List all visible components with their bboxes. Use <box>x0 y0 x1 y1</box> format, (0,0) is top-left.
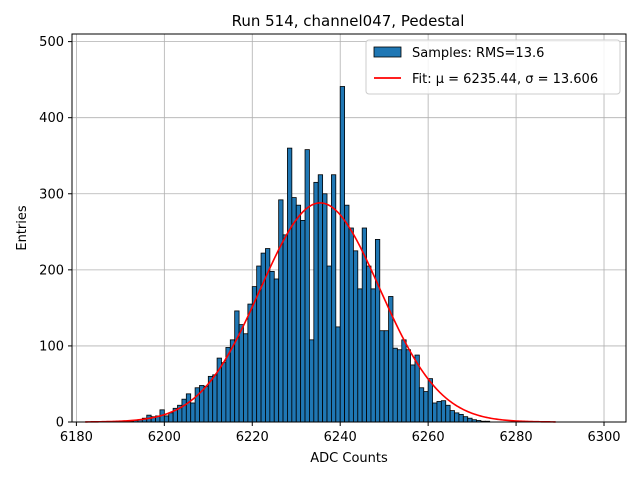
histogram-bar <box>370 288 376 423</box>
y-axis-label: Entries <box>15 205 30 251</box>
histogram-bar <box>352 250 359 423</box>
histogram-bar <box>273 278 280 423</box>
histogram-bar <box>339 86 346 423</box>
x-tick-label: 6200 <box>148 430 181 445</box>
x-tick-label: 6260 <box>412 430 445 445</box>
histogram-bar <box>458 413 464 423</box>
y-axis-ticks: 0 100 200 300 400 500 <box>39 35 72 431</box>
histogram-bar <box>309 339 315 423</box>
histogram-bar <box>229 339 236 423</box>
histogram-bar <box>344 204 350 423</box>
histogram-bar <box>348 227 354 423</box>
histogram-bar <box>331 174 337 423</box>
histogram-bar <box>357 288 363 423</box>
histogram-bars <box>128 86 491 423</box>
y-tick-label: 0 <box>56 416 64 431</box>
histogram-bar <box>247 303 253 423</box>
histogram-bar <box>212 374 218 423</box>
histogram-bar <box>313 181 319 423</box>
y-tick-label: 500 <box>39 35 64 50</box>
histogram-bar <box>282 234 288 423</box>
histogram-bar <box>401 339 407 423</box>
histogram-bar <box>396 349 403 423</box>
histogram-bar <box>300 219 306 423</box>
x-tick-label: 6220 <box>236 430 269 445</box>
histogram-bar <box>163 415 170 423</box>
histogram-bar <box>317 174 324 423</box>
y-tick-label: 400 <box>39 111 64 126</box>
legend-label-histogram: Samples: RMS=13.6 <box>412 46 544 61</box>
legend-swatch-histogram <box>373 46 402 58</box>
x-axis-ticks: 6180 6200 6220 6240 6260 6280 6300 <box>60 422 621 445</box>
histogram-bar <box>405 349 411 423</box>
legend-label-fit: Fit: μ = 6235.44, σ = 13.606 <box>412 72 598 87</box>
x-tick-label: 6280 <box>500 430 533 445</box>
legend-box <box>365 39 621 95</box>
histogram-bar <box>383 330 389 423</box>
histogram-bar <box>221 362 227 423</box>
histogram-bar <box>304 149 310 423</box>
histogram-bar <box>322 193 328 423</box>
histogram-bar <box>445 404 451 423</box>
histogram-bar <box>392 347 398 423</box>
histogram-bar <box>190 402 196 423</box>
x-tick-label: 6300 <box>587 430 620 445</box>
plot-frame <box>71 33 627 423</box>
histogram-bar <box>410 364 416 423</box>
histogram-bar <box>374 239 381 423</box>
histogram-bar <box>243 333 249 423</box>
histogram-bar <box>366 265 372 423</box>
histogram-bar <box>168 412 174 423</box>
histogram-bar <box>440 400 447 423</box>
fit-curve-layer <box>85 202 556 423</box>
histogram-bar <box>379 330 385 423</box>
histogram-bar <box>203 385 209 423</box>
histogram-bar <box>454 412 460 423</box>
fit-curve <box>85 202 556 423</box>
histogram-bar <box>295 204 302 423</box>
histogram-bar <box>427 378 433 423</box>
histogram-bar <box>181 398 187 423</box>
histogram-bar <box>326 265 332 423</box>
histogram-bar <box>423 391 429 423</box>
histogram-bar <box>449 410 455 423</box>
y-tick-label: 100 <box>39 339 64 354</box>
y-tick-label: 200 <box>39 263 64 278</box>
histogram-bar <box>278 199 284 423</box>
x-axis-label: ADC Counts <box>310 451 388 466</box>
histogram-bar <box>436 401 442 423</box>
histogram-bar <box>418 387 425 423</box>
x-tick-label: 6240 <box>324 430 357 445</box>
chart-title: Run 514, channel047, Pedestal <box>232 12 465 30</box>
histogram-bar <box>234 310 240 423</box>
y-tick-label: 300 <box>39 187 64 202</box>
histogram-bar <box>185 393 192 423</box>
x-tick-label: 6180 <box>60 430 93 445</box>
histogram-bar <box>467 417 473 423</box>
histogram-bar <box>269 270 275 423</box>
histogram-bar <box>462 416 469 423</box>
histogram-bar <box>291 197 297 423</box>
histogram-bar <box>432 402 438 423</box>
histogram-bar <box>238 324 244 423</box>
histogram-bar <box>287 147 293 423</box>
histogram-bar <box>335 326 341 423</box>
legend: Samples: RMS=13.6 Fit: μ = 6235.44, σ = … <box>365 39 621 95</box>
